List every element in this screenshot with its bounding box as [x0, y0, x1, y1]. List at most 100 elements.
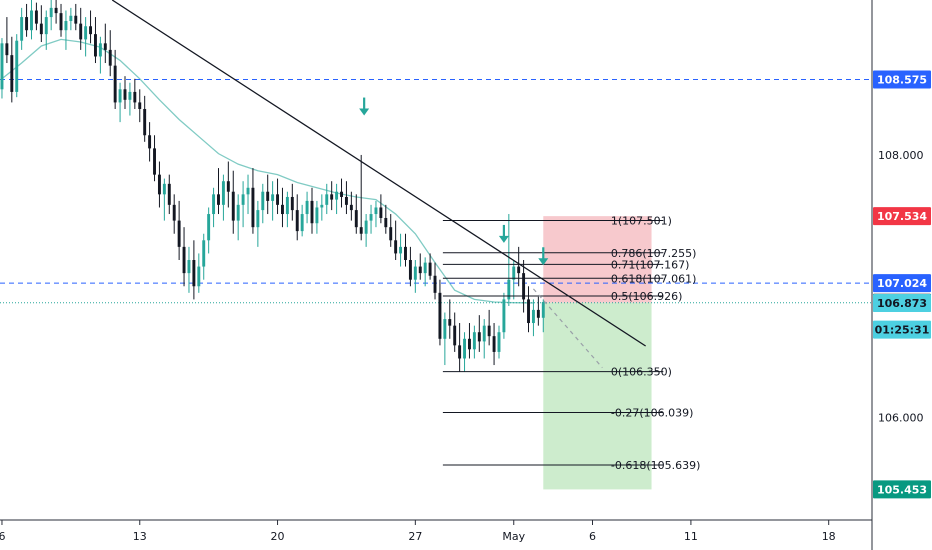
time-tick-label: 6: [589, 530, 596, 543]
candle-body: [340, 191, 343, 197]
candle-body: [295, 210, 299, 232]
candle-body: [305, 200, 309, 215]
candle-body: [330, 194, 334, 200]
candle: [463, 332, 467, 372]
price-tag-stop-loss: 107.534: [873, 207, 931, 226]
candle-body: [256, 210, 260, 228]
candle-body: [517, 266, 521, 274]
price-tag-text: 106.873: [877, 297, 927, 310]
candle: [172, 194, 176, 234]
candle: [177, 200, 181, 260]
candle-body: [433, 275, 437, 293]
candle: [241, 181, 245, 228]
candle-body: [261, 191, 265, 211]
candle: [207, 207, 211, 254]
candle: [325, 183, 329, 215]
candle-body: [49, 7, 53, 18]
candle: [5, 17, 9, 64]
candle-body: [300, 214, 304, 232]
candle: [187, 246, 191, 293]
arrow-down-icon[interactable]: [538, 247, 549, 266]
arrow-markers[interactable]: [359, 97, 549, 266]
candle: [79, 7, 83, 50]
candle-body: [399, 246, 403, 254]
candle-body: [217, 194, 220, 205]
candle-body: [507, 279, 511, 300]
candle: [517, 246, 521, 287]
candle-body: [246, 187, 250, 195]
stop-loss-zone[interactable]: [543, 216, 652, 303]
candle: [300, 204, 304, 237]
position-tool[interactable]: [543, 216, 652, 490]
candle-body: [335, 191, 339, 200]
candle: [59, 3, 63, 37]
candle-body: [25, 17, 29, 31]
price-axis[interactable]: 108.000 106.000 108.575 107.534 107.024 106.8…: [873, 70, 931, 499]
candle-body: [84, 26, 88, 40]
candle-body: [30, 10, 33, 31]
candle-body: [271, 194, 275, 201]
arrow-down-icon[interactable]: [359, 97, 370, 116]
candle: [359, 154, 363, 241]
candle: [30, 0, 33, 40]
candle-body: [167, 183, 171, 205]
candle: [231, 170, 235, 234]
candle-body: [187, 260, 191, 274]
price-tag-text: 107.024: [877, 277, 927, 290]
candle-body: [241, 194, 245, 205]
candle-body: [418, 266, 422, 274]
candle: [157, 161, 161, 208]
candle-body: [133, 91, 137, 103]
candle-body: [39, 23, 43, 35]
price-tag-bg: [873, 70, 931, 89]
fibonacci-extension[interactable]: 1(107.501) 0.786(107.255)0.71(107.167)0.6…: [442, 214, 701, 472]
candle: [379, 194, 383, 224]
candle: [507, 214, 511, 306]
trendlines[interactable]: [111, 0, 646, 369]
candle: [74, 3, 78, 31]
time-tick-label: 13: [133, 530, 147, 543]
arrow-head: [538, 258, 549, 266]
candle: [69, 7, 73, 31]
candle: [349, 191, 353, 221]
projection-line[interactable]: [532, 288, 603, 369]
candle: [448, 299, 452, 339]
candle-body: [207, 214, 211, 241]
price-tag-bg: [873, 207, 931, 226]
price-tag-bg: [873, 320, 931, 339]
time-axis[interactable]: 6 13 20 27 May 6 11 18: [0, 520, 836, 543]
arrow-down-icon[interactable]: [498, 224, 509, 243]
candle: [536, 296, 540, 326]
arrow-head: [498, 235, 509, 243]
candle-body: [69, 15, 73, 22]
take-profit-zone[interactable]: [543, 302, 652, 490]
candle: [15, 34, 19, 98]
candle-body: [276, 194, 280, 205]
candle-body: [64, 21, 68, 31]
candle-body: [202, 240, 206, 267]
candle-body: [172, 204, 176, 221]
fib-level-label: 0.71(107.167): [611, 258, 690, 271]
fib-level-label: 1(107.501): [611, 214, 672, 227]
candle: [20, 7, 24, 50]
candle-body: [89, 26, 93, 35]
candle: [482, 319, 486, 359]
trendline[interactable]: [111, 0, 646, 347]
candle: [527, 286, 530, 333]
candle: [25, 3, 29, 37]
candle: [512, 260, 516, 300]
candle-body: [389, 227, 393, 241]
candle: [212, 187, 216, 228]
candle: [468, 323, 471, 359]
candle: [153, 135, 156, 182]
candle: [103, 23, 107, 64]
candle: [271, 181, 275, 221]
candle: [399, 233, 403, 267]
candle: [492, 323, 496, 366]
candle-body: [310, 200, 314, 224]
arrow-head: [359, 108, 370, 116]
candle: [128, 82, 132, 116]
candle: [458, 323, 462, 372]
fib-level-label: 0.5(106.926): [611, 290, 683, 303]
